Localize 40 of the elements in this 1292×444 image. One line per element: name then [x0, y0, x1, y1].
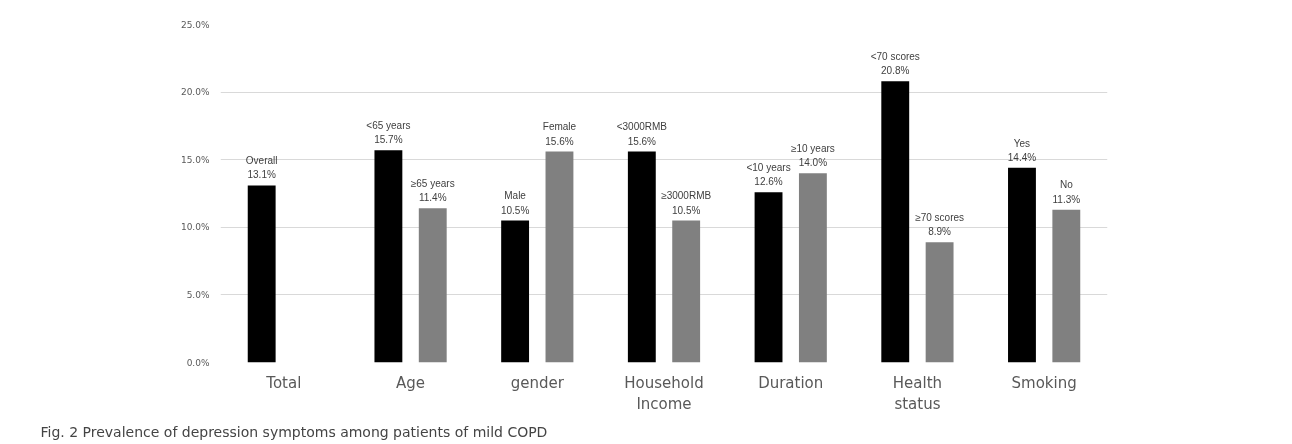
data-label: ≥70 scores 8.9%	[915, 211, 965, 238]
bar	[501, 220, 530, 363]
data-label: ≥3000RMB 10.5%	[661, 190, 712, 216]
data-label: ≥10 years 14.0%	[790, 142, 835, 169]
data-label: Male 10.5%	[500, 190, 530, 216]
bar	[754, 192, 783, 363]
x-tick-label: Duration	[758, 373, 824, 392]
data-label: <3000RMB 15.6%	[616, 121, 668, 147]
bar	[881, 81, 910, 363]
bar	[925, 242, 954, 363]
y-tick-label: 25.0%	[180, 19, 210, 30]
x-tick-label: Household Income	[624, 373, 704, 414]
bar	[247, 185, 276, 363]
data-label: Yes 14.4%	[1007, 137, 1037, 163]
data-label: Overall 13.1%	[245, 155, 278, 181]
x-tick-label: Total	[265, 373, 302, 392]
bar	[627, 151, 656, 363]
bar	[374, 150, 403, 363]
data-label: <65 years 15.7%	[366, 119, 411, 146]
bar	[672, 220, 701, 363]
x-tick-label: Age	[396, 373, 426, 392]
x-tick-label: Smoking	[1011, 373, 1077, 392]
data-label: <70 scores 20.8%	[870, 50, 920, 77]
text: Fig. 2 Prevalence of depression symptoms among patients of mild COPD	[40, 423, 548, 440]
y-tick-label: 5.0%	[186, 289, 210, 300]
x-tick-label: gender	[510, 373, 565, 392]
y-tick-label: 0.0%	[186, 357, 210, 368]
y-tick-label: 10.0%	[180, 222, 210, 233]
bar	[1008, 167, 1036, 363]
data-label: Female 15.6%	[542, 121, 577, 147]
y-tick-label: 20.0%	[180, 87, 210, 98]
bar	[798, 173, 827, 363]
data-label: No 11.3%	[1052, 179, 1081, 205]
data-label: <10 years 12.6%	[746, 161, 791, 188]
bar	[545, 151, 574, 363]
x-tick-label: Health status	[892, 373, 943, 414]
bar	[418, 208, 447, 363]
y-tick-label: 15.0%	[180, 154, 210, 165]
data-label: ≥65 years 11.4%	[410, 178, 455, 204]
bar	[1052, 209, 1081, 363]
